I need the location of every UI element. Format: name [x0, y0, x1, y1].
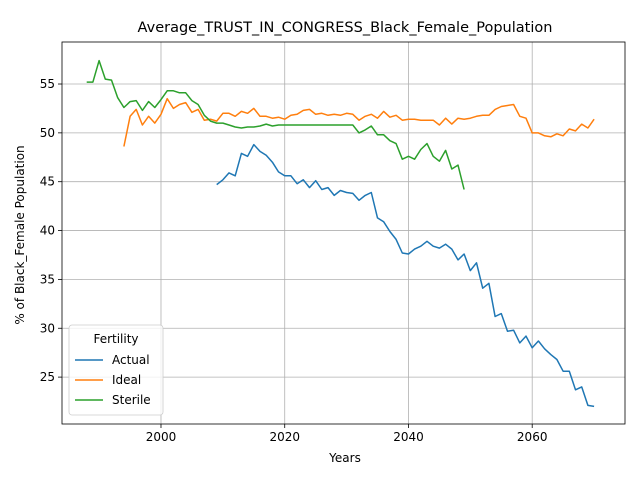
series-line-sterile — [86, 59, 465, 190]
chart-title: Average_TRUST_IN_CONGRESS_Black_Female_P… — [138, 20, 553, 36]
grid — [62, 42, 625, 424]
series-line-actual — [216, 143, 595, 408]
x-tick-label: 2020 — [269, 430, 300, 444]
series-line-ideal — [123, 97, 595, 147]
plot-frame — [61, 41, 626, 425]
x-tick-label: 2040 — [393, 430, 424, 444]
legend-box — [68, 324, 164, 416]
y-tick-label: 25 — [40, 370, 55, 384]
x-tick-label: 2060 — [517, 430, 548, 444]
legend-label-actual: Actual — [112, 353, 150, 367]
legend-title: Fertility — [93, 332, 138, 346]
legend-label-sterile: Sterile — [112, 393, 151, 407]
x-axis-ticks: 2000 2020 2040 2060 — [146, 424, 548, 444]
y-tick-label: 55 — [40, 77, 55, 91]
y-tick-label: 35 — [40, 272, 55, 286]
y-tick-label: 40 — [40, 224, 55, 238]
legend: Fertility Actual Ideal Sterile — [68, 324, 164, 416]
series-lines — [86, 59, 595, 408]
y-tick-label: 30 — [40, 321, 55, 335]
x-tick-label: 2000 — [146, 430, 177, 444]
y-axis-label: % of Black_Female Population — [13, 145, 27, 324]
y-axis-ticks: 25 30 35 40 45 50 55 — [40, 77, 62, 384]
y-tick-label: 45 — [40, 175, 55, 189]
x-axis-label: Years — [328, 451, 361, 465]
y-tick-label: 50 — [40, 126, 55, 140]
legend-label-ideal: Ideal — [112, 373, 141, 387]
